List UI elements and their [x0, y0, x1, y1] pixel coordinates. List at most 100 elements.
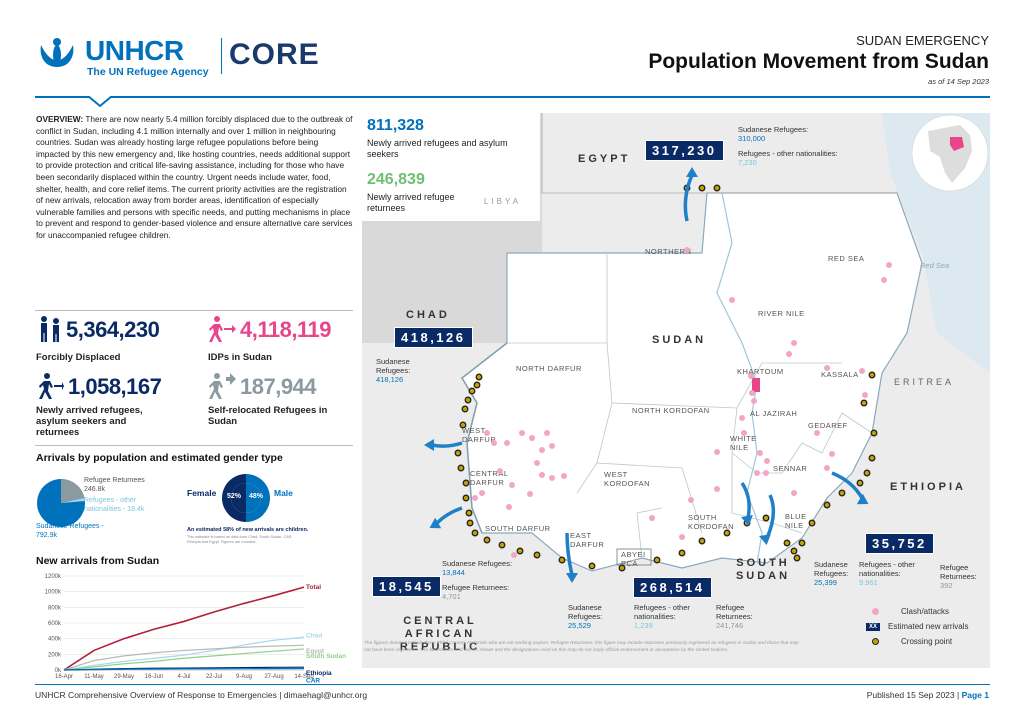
x-tick-label: 27-Aug	[264, 674, 283, 680]
displaced-people-icon	[41, 316, 59, 342]
crossing-point-marker	[457, 464, 465, 472]
crossing-point-marker	[461, 405, 469, 413]
country-south-sudan: SOUTH SUDAN	[735, 557, 791, 582]
map-markers	[424, 167, 892, 583]
x-tick-label: 14-Sep	[294, 674, 314, 680]
series-label: Total	[306, 584, 321, 591]
ssudan-sud-value: 25,529	[568, 621, 591, 630]
egypt-other-label: Refugees - other nationalities:	[738, 149, 838, 158]
newly-num: 811,328	[367, 117, 424, 134]
nile-river	[716, 192, 763, 564]
arrow-head-icon	[686, 167, 698, 177]
crossing-point-marker	[471, 529, 479, 537]
refugee-running-icon	[39, 373, 64, 399]
clash-marker	[679, 534, 685, 540]
arrow-head-icon	[741, 515, 753, 526]
legend-estimated-label: Estimated new arrivals	[888, 622, 969, 631]
page-title: Population Movement from Sudan	[648, 50, 989, 73]
crossing-point-marker	[678, 549, 686, 557]
ssudan-ret-value: 241,746	[716, 621, 744, 630]
ethiopia-other-label: Refugees - other nationalities:	[859, 560, 915, 578]
x-tick-label: 16-Apr	[55, 674, 73, 680]
clash-marker	[714, 486, 720, 492]
country-egypt: EGYPT	[578, 153, 631, 165]
y-tick-label: 200k	[48, 652, 62, 658]
crossing-point-icon	[872, 638, 879, 645]
returnee-label: Newly arrived refugee returnees	[367, 192, 455, 213]
clash-marker	[649, 515, 655, 521]
clash-marker	[751, 398, 757, 404]
region-label: KHARTOUM	[737, 367, 784, 376]
series-line-car	[63, 667, 305, 671]
clash-marker	[549, 475, 555, 481]
crossing-point-marker	[462, 494, 470, 502]
clash-marker	[491, 440, 497, 446]
africa-inset-map	[911, 114, 989, 192]
chart-title: New arrivals from Sudan	[36, 555, 160, 567]
ssudan-other-label: Refugees - other nationalities:	[634, 603, 690, 621]
x-tick-label: 16-Jun	[145, 674, 163, 680]
ssudan-sud: Sudanese Refugees: 25,529	[568, 603, 618, 630]
ssudan-other-value: 1,239	[634, 621, 653, 630]
gender-heading: Arrivals by population and estimated gen…	[36, 452, 283, 464]
region-label: EAST DARFUR	[570, 531, 605, 549]
crossing-point-marker	[464, 396, 472, 404]
female-pct: 52%	[227, 493, 242, 500]
clash-marker	[786, 351, 792, 357]
stat-label: Newly arrived refugees, asylum seekers a…	[36, 405, 143, 438]
core-logo: CORE	[229, 38, 320, 71]
clash-marker	[824, 365, 830, 371]
newly-label: Newly arrived refugees and asylum seeker…	[367, 138, 508, 159]
x-tick-label: 29-May	[114, 674, 134, 680]
map-base	[362, 113, 990, 668]
region-label: RED SEA	[828, 254, 865, 263]
date-label: as of 14 Sep 2023	[928, 77, 989, 86]
chad-sud: 418,126	[376, 375, 404, 384]
clash-marker	[529, 435, 535, 441]
clash-marker	[859, 368, 865, 374]
clash-marker	[791, 490, 797, 496]
ethiopia-other-value: 9,961	[859, 578, 878, 587]
crossing-point-marker	[465, 509, 473, 517]
crossing-point-marker	[483, 536, 491, 544]
returnees-label: Refugee Returnees	[84, 477, 145, 484]
crossing-point-marker	[860, 399, 868, 407]
legend-clashes: Clash/attacks	[866, 607, 986, 616]
ethiopia-ret-value: 392	[940, 581, 953, 590]
clash-marker	[814, 430, 820, 436]
crossing-point-marker	[475, 373, 483, 381]
header-rule	[35, 96, 990, 98]
self-relocated-icon	[209, 373, 236, 399]
region-label: WHITE NILE	[730, 434, 757, 452]
movement-arrow	[683, 174, 694, 222]
clash-marker	[549, 443, 555, 449]
region-label: KASSALA	[821, 370, 859, 379]
clash-marker	[748, 373, 754, 379]
movement-arrow	[831, 471, 864, 499]
footer-published: Published 15 Sep 2023 |	[866, 690, 960, 700]
logo-subtitle: The UN Refugee Agency	[87, 66, 209, 78]
clash-marker	[684, 247, 690, 253]
pie-slice-returnees	[61, 479, 85, 503]
logo-text: UNHCR	[85, 35, 184, 66]
map-panel: 811,328 Newly arrived refugees and asylu…	[362, 113, 990, 668]
header: UNHCR The UN Refugee Agency CORE SUDAN E…	[0, 0, 1024, 100]
crossing-point-marker	[868, 454, 876, 462]
stat-label: IDPs in Sudan	[208, 352, 272, 363]
arrow-head-icon	[424, 439, 434, 451]
stat-value: 5,364,230	[66, 317, 160, 342]
footer-page[interactable]: Page 1	[961, 690, 989, 700]
chad-total: 418,126	[394, 327, 473, 348]
estimated-arrivals-box: XX	[866, 622, 881, 631]
newly-arrived-box: 811,328 Newly arrived refugees and asylu…	[362, 113, 540, 221]
abyei-box	[616, 548, 652, 566]
clash-marker	[539, 472, 545, 478]
crossing-point-marker	[558, 556, 566, 564]
clash-marker	[504, 440, 510, 446]
female-label: Female	[187, 488, 217, 498]
series-label: Ethiopia	[306, 670, 332, 677]
ssudan-ret: Refugee Returnees: 241,746	[716, 603, 766, 630]
clash-marker	[757, 450, 763, 456]
unhcr-logo: UNHCR The UN Refugee Agency	[35, 33, 215, 81]
crossing-point-marker	[588, 562, 596, 570]
